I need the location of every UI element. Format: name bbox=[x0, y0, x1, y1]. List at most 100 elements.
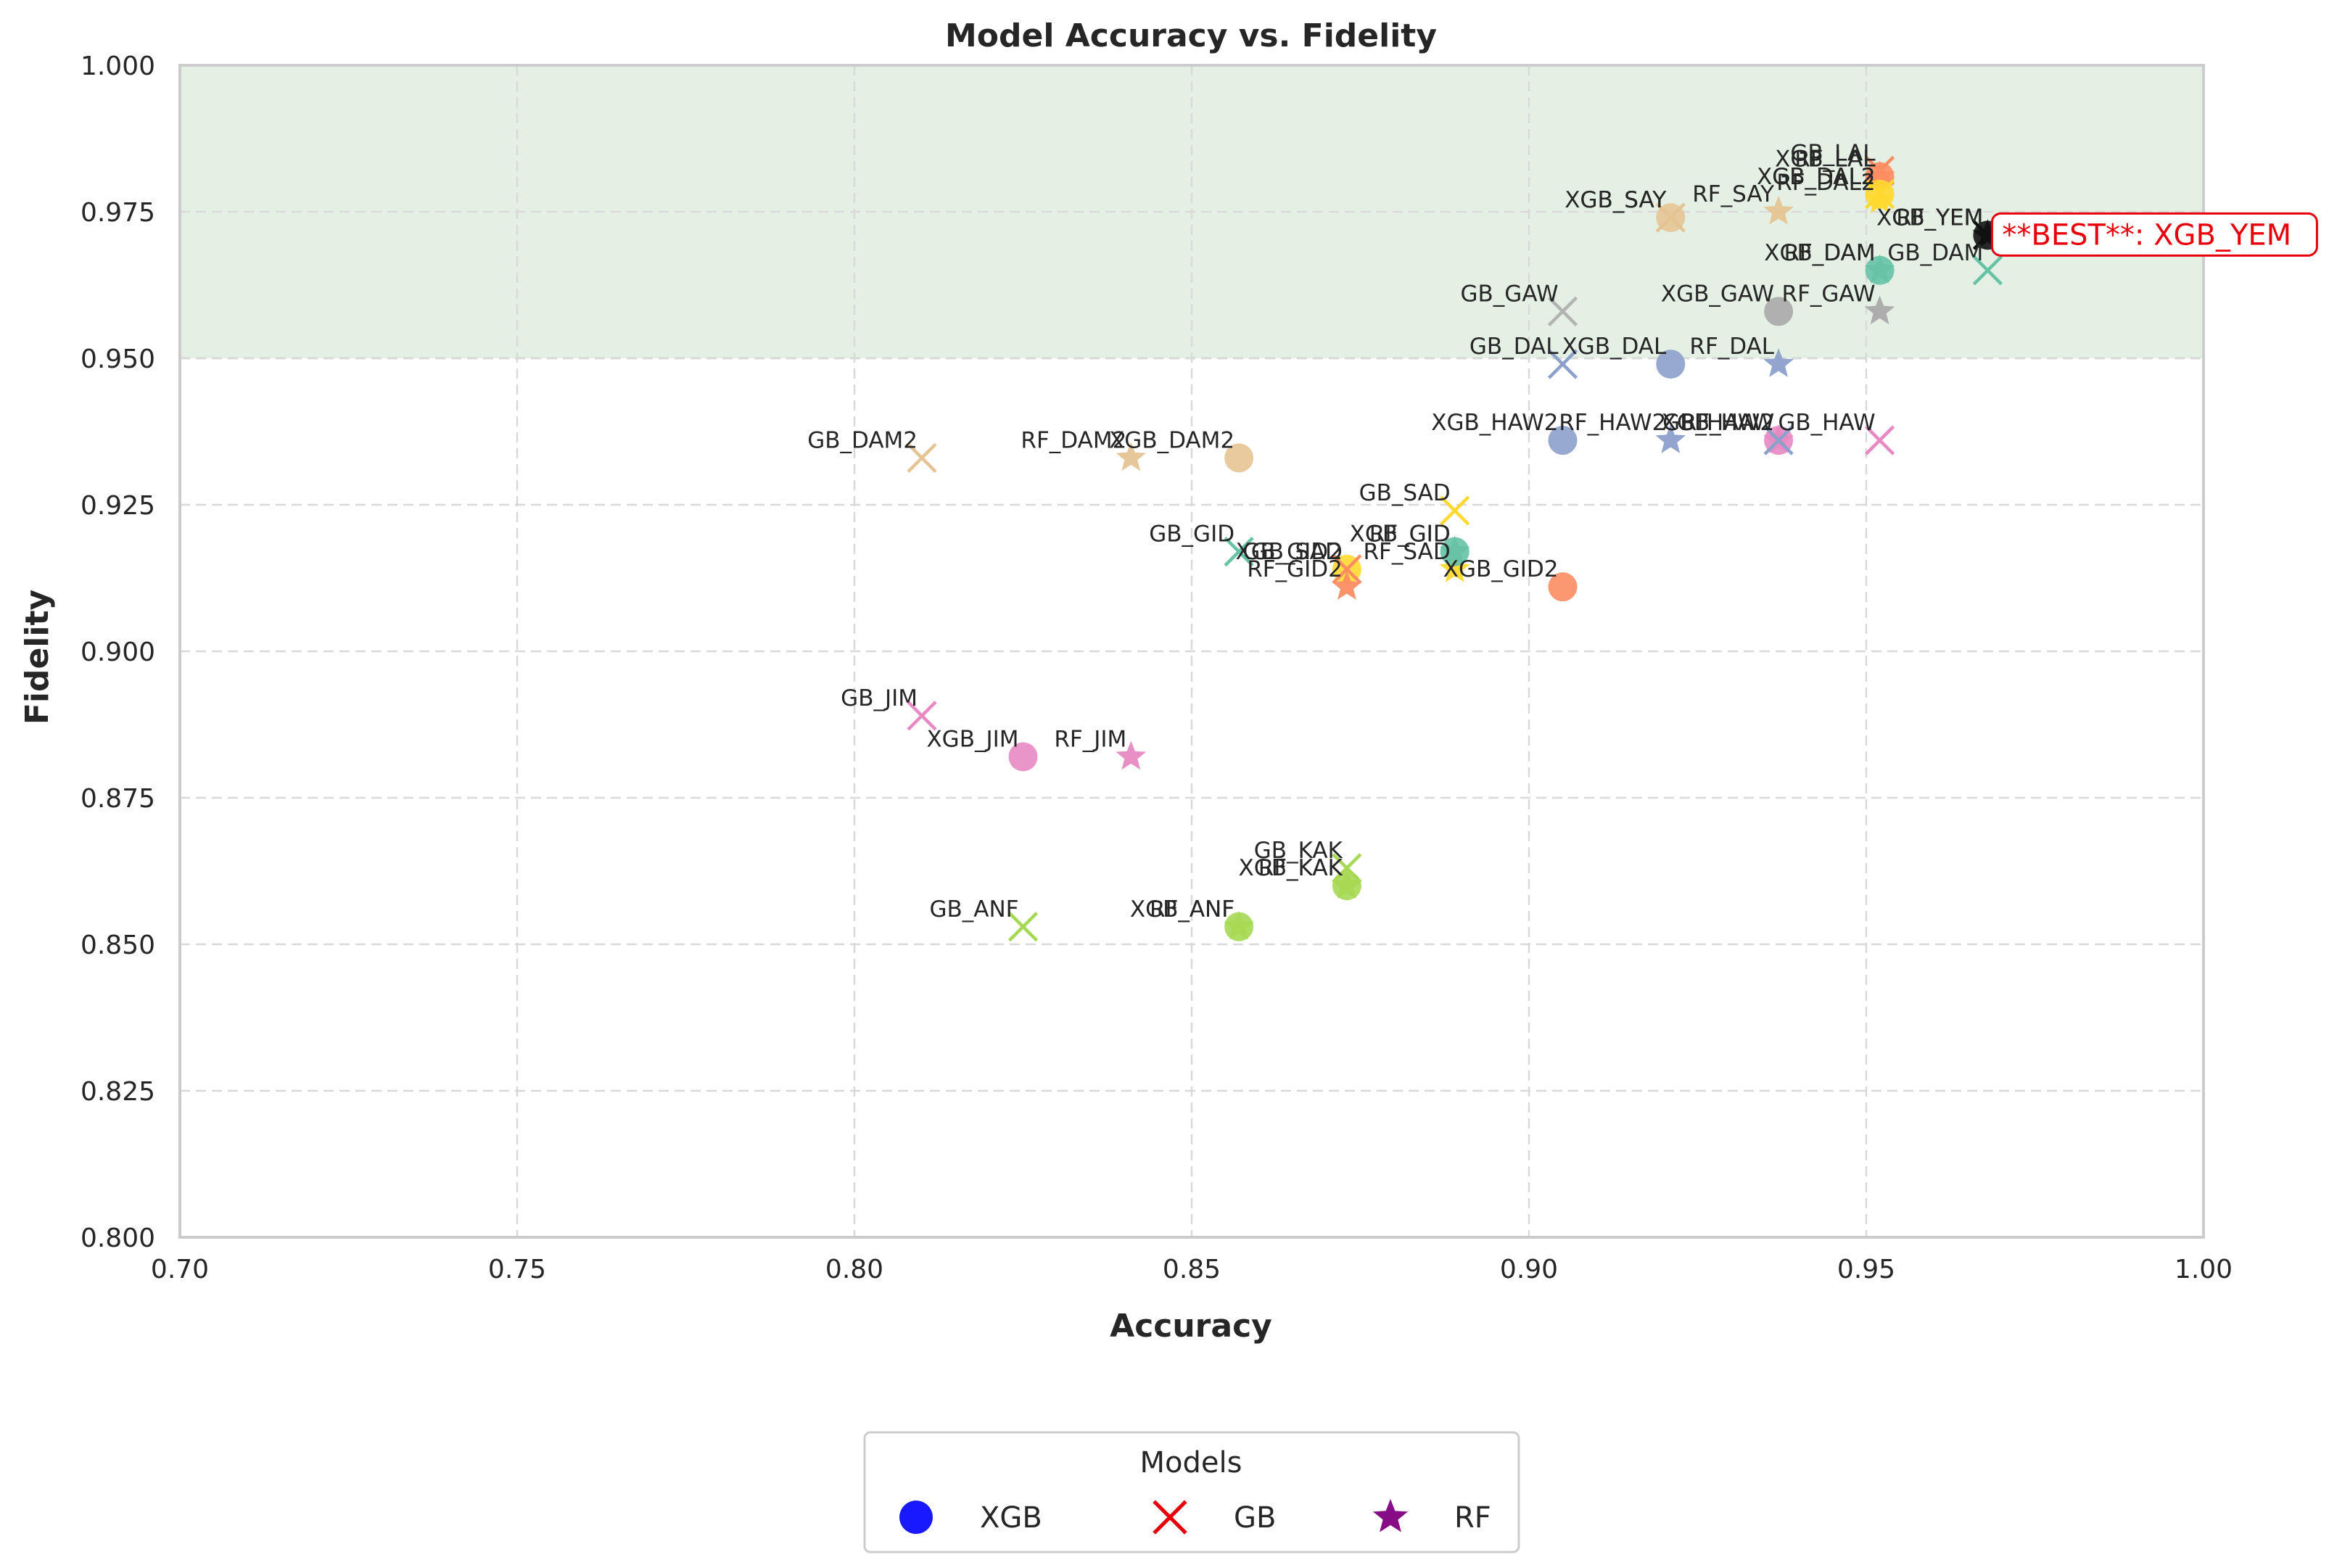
point-gb-kak-label: GB_KAK bbox=[1254, 838, 1343, 864]
y-tick-label: 0.900 bbox=[81, 637, 155, 667]
grid-lines bbox=[180, 65, 2204, 1237]
point-rf-yem-label: RF_YEM bbox=[1896, 205, 1983, 231]
point-xgb-dam2-marker bbox=[1224, 443, 1254, 473]
point-gb-anf-marker bbox=[1007, 912, 1039, 942]
point-rf-jim-label: RF_JIM bbox=[1054, 726, 1126, 752]
data-points bbox=[907, 155, 2003, 942]
point-gb-yem-label: GB_YEM bbox=[1892, 205, 1983, 231]
point-rf-dam2-label: RF_DAM2 bbox=[1021, 427, 1126, 453]
x-tick-label: 0.95 bbox=[1837, 1255, 1895, 1284]
x-axis-ticks: 0.70 0.75 0.80 0.85 0.90 0.95 1.00 bbox=[151, 1255, 2233, 1284]
point-xgb-dal-marker bbox=[1656, 350, 1686, 379]
point-gb-dam-label: GB_DAM bbox=[1887, 240, 1983, 266]
legend-entries: XGB GB RF bbox=[899, 1498, 1491, 1535]
y-tick-label: 0.950 bbox=[81, 344, 155, 374]
x-tick-label: 0.80 bbox=[825, 1255, 883, 1284]
legend-gb-marker bbox=[1153, 1500, 1187, 1535]
y-tick-label: 0.850 bbox=[81, 931, 155, 960]
point-rf-jim-marker bbox=[1116, 740, 1147, 770]
point-gb-jim-marker bbox=[907, 701, 937, 731]
point-gb-gid-marker bbox=[1224, 537, 1254, 567]
point-rf-say-marker bbox=[1763, 196, 1794, 225]
point-rf-lal-marker bbox=[1864, 160, 1895, 190]
x-tick-label: 0.70 bbox=[151, 1255, 209, 1284]
point-gb-gid2-label: GB_GID2 bbox=[1242, 539, 1343, 565]
point-xgb-jim-label: XGB_JIM bbox=[926, 726, 1018, 752]
point-xgb-yem-label: XGB_YEM bbox=[1876, 205, 1983, 231]
legend-rf-label: RF bbox=[1454, 1501, 1491, 1535]
point-rf-sad-label: RF_SAD bbox=[1363, 539, 1450, 565]
x-tick-label: 0.90 bbox=[1500, 1255, 1558, 1284]
point-gb-haw2-marker bbox=[1763, 425, 1794, 455]
point-xgb-gaw-marker bbox=[1764, 297, 1794, 326]
point-rf-gid2-marker bbox=[1332, 571, 1362, 600]
point-rf-dam-marker bbox=[1864, 254, 1895, 284]
point-rf-haw-label: RF_HAW bbox=[1681, 410, 1774, 436]
point-rf-gaw-label: RF_GAW bbox=[1782, 281, 1876, 307]
point-gb-gid2-marker bbox=[1332, 554, 1362, 585]
y-tick-label: 0.975 bbox=[81, 198, 155, 228]
point-rf-sad-marker bbox=[1439, 553, 1470, 582]
y-axis-ticks: 0.800 0.825 0.850 0.875 0.900 0.925 0.950 0.975… bbox=[81, 51, 155, 1253]
point-gb-gid-label: GB_GID bbox=[1149, 521, 1234, 548]
point-gb-dam2-label: GB_DAM2 bbox=[807, 427, 918, 453]
point-gb-haw-label: GB_HAW bbox=[1778, 410, 1875, 436]
point-gb-dam-marker bbox=[1972, 255, 2003, 286]
x-tick-label: 0.85 bbox=[1163, 1255, 1221, 1284]
point-labels: XGB_LALGB_LALRF_LALXGB_DAL2GB_DAL2RF_DAL… bbox=[807, 140, 1983, 922]
legend-xgb-marker bbox=[899, 1501, 933, 1534]
y-tick-label: 0.800 bbox=[81, 1224, 155, 1253]
point-rf-kak-marker bbox=[1332, 870, 1362, 899]
x-tick-label: 0.75 bbox=[488, 1255, 546, 1284]
plot-frame bbox=[178, 64, 2205, 1239]
point-xgb-gaw-label: XGB_GAW bbox=[1661, 281, 1774, 307]
legend: Models XGB GB RF bbox=[863, 1431, 1520, 1553]
point-gb-dal-marker bbox=[1547, 349, 1578, 379]
point-gb-say-label: GB_SAY bbox=[1580, 187, 1667, 213]
point-rf-dam-label: RF_DAM bbox=[1784, 240, 1875, 266]
y-tick-label: 0.925 bbox=[81, 491, 155, 521]
plot-area bbox=[178, 64, 2205, 1239]
point-rf-gaw-marker bbox=[1864, 295, 1895, 325]
point-gb-dam2-marker bbox=[907, 442, 937, 473]
legend-gb-label: GB bbox=[1234, 1501, 1276, 1535]
point-rf-anf-marker bbox=[1224, 910, 1254, 940]
point-xgb-anf-label: XGB_ANF bbox=[1130, 896, 1234, 923]
point-rf-say-label: RF_SAY bbox=[1692, 181, 1774, 207]
point-gb-lal-label: GB_LAL bbox=[1790, 140, 1876, 166]
x-tick-label: 1.00 bbox=[2175, 1255, 2233, 1284]
point-gb-gaw-marker bbox=[1547, 296, 1578, 326]
point-xgb-dam2-label: XGB_DAM2 bbox=[1109, 427, 1234, 453]
y-tick-label: 1.000 bbox=[81, 51, 155, 81]
point-xgb-haw2-marker bbox=[1548, 426, 1578, 455]
point-gb-anf-label: GB_ANF bbox=[929, 896, 1018, 923]
point-gb-sad-marker bbox=[1440, 495, 1470, 526]
point-xgb-dal2-label: XGB_DAL2 bbox=[1757, 164, 1876, 190]
point-xgb-dal-label: XGB_DAL bbox=[1562, 334, 1667, 360]
point-rf-dam2-marker bbox=[1116, 442, 1147, 471]
point-gb-haw2-label: GB_HAW2 bbox=[1662, 410, 1774, 436]
point-gb-jim-label: GB_JIM bbox=[841, 685, 918, 711]
point-gb-say-marker bbox=[1655, 202, 1686, 233]
point-gb-dal2-label: GB_DAL2 bbox=[1772, 164, 1875, 190]
point-rf-lal-label: RF_LAL bbox=[1794, 147, 1876, 173]
point-xgb-dam-label: XGB_DAM bbox=[1764, 240, 1875, 266]
point-rf-gid-label: RF_GID bbox=[1369, 521, 1451, 548]
legend-rf-marker bbox=[1372, 1498, 1409, 1532]
y-tick-label: 0.825 bbox=[81, 1077, 155, 1107]
point-rf-kak-label: RF_KAK bbox=[1258, 855, 1343, 881]
best-annotation: **BEST**: XGB_YEM bbox=[1990, 212, 2318, 257]
legend-xgb-label: XGB bbox=[980, 1501, 1042, 1535]
y-axis-title: Fidelity bbox=[19, 590, 56, 725]
best-annotation-box bbox=[1990, 212, 2318, 257]
point-rf-dal2-label: RF_DAL2 bbox=[1776, 170, 1875, 196]
point-xgb-say-label: XGB_SAY bbox=[1565, 187, 1666, 213]
point-gb-haw-marker bbox=[1865, 425, 1895, 455]
point-rf-dal-label: RF_DAL bbox=[1689, 334, 1774, 360]
point-xgb-sad-label: XGB_SAD bbox=[1236, 539, 1343, 565]
point-xgb-gid-label: XGB_GID bbox=[1350, 521, 1451, 548]
point-xgb-haw-label: XGB_HAW bbox=[1662, 410, 1775, 436]
point-rf-haw2-marker bbox=[1655, 424, 1686, 453]
legend-box bbox=[863, 1431, 1520, 1553]
